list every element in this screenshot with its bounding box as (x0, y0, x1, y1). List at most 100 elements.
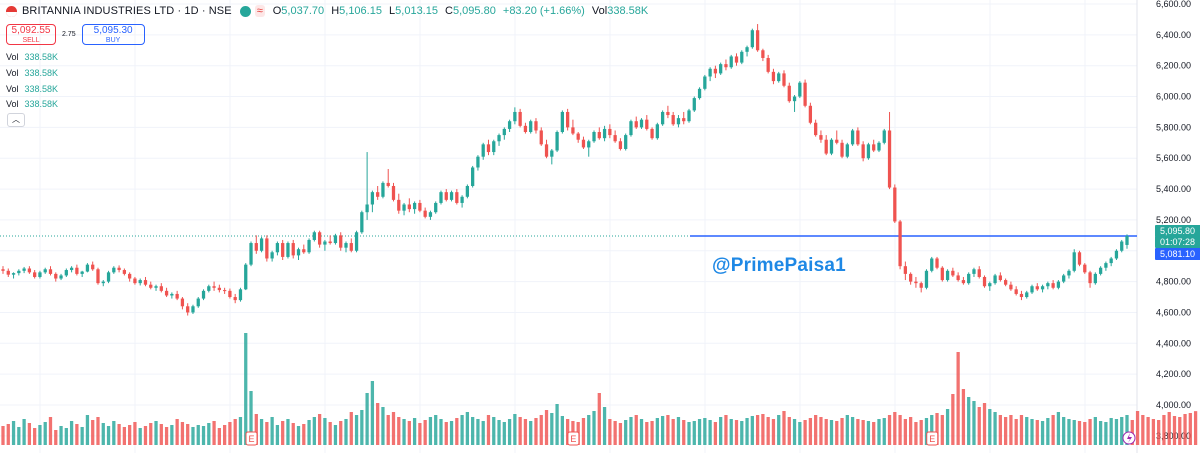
candle-body (745, 47, 749, 52)
volume-bar (560, 416, 564, 445)
candle-body (38, 272, 42, 277)
candle-body (1125, 235, 1129, 245)
candle-body (59, 275, 63, 279)
candle-body (666, 111, 670, 116)
earnings-marker-label: E (929, 434, 935, 444)
volume-bar (887, 415, 892, 445)
candle-body (703, 76, 707, 89)
candle-body (534, 121, 538, 131)
volume-legend-row[interactable]: Vol 338.58K (6, 99, 58, 109)
candle-body (893, 187, 897, 222)
candle-body (91, 264, 95, 270)
candle-body (687, 110, 691, 122)
volume-bar (787, 417, 791, 445)
volume-bar (1046, 418, 1050, 445)
vol-legend-label: Vol (6, 99, 19, 109)
volume-bar (296, 426, 301, 445)
volume-bar (112, 421, 116, 445)
volume-bar (634, 415, 638, 445)
candle-body (550, 150, 554, 157)
candle-body (471, 167, 475, 186)
volume-bar (207, 423, 211, 445)
candle-body (740, 51, 744, 63)
candle-body (80, 271, 84, 274)
volume-bar (1109, 418, 1113, 445)
volume-bar (328, 422, 332, 445)
volume-bar (998, 415, 1002, 445)
volume-bar (186, 424, 190, 445)
volume-bar (1141, 415, 1145, 445)
candle-body (238, 289, 243, 301)
volume-bar (877, 419, 881, 445)
sell-button[interactable]: 5,092.55 SELL (6, 24, 56, 45)
status-pill[interactable]: ≈ (239, 5, 265, 17)
volume-bar (48, 417, 53, 445)
volume-bar (529, 421, 533, 445)
candle-body (940, 267, 944, 281)
volume-legend-row[interactable]: Vol 338.58K (6, 68, 58, 78)
candle-body (1114, 250, 1119, 259)
candle-body (428, 212, 433, 217)
earnings-marker (567, 431, 580, 446)
volume-bar (476, 419, 480, 445)
candle-body (982, 276, 987, 287)
volume-bar (22, 419, 26, 445)
symbol-title[interactable]: BRITANNIA INDUSTRIES LTD · 1D · NSE (22, 5, 232, 17)
volume-bar (201, 426, 206, 445)
volume-bar (275, 425, 280, 445)
volume-bar (17, 427, 21, 445)
volume-bar (317, 414, 322, 445)
candle-body (128, 273, 132, 279)
candle-body (476, 156, 480, 168)
candle-body (423, 210, 427, 217)
candle-body (792, 96, 797, 102)
candle-body (1025, 292, 1029, 298)
candle-body (154, 286, 158, 288)
candle-body (1072, 252, 1076, 271)
volume-bar (80, 427, 84, 445)
volume-legend-row[interactable]: Vol 338.58K (6, 52, 58, 62)
volume-bar (1120, 417, 1124, 445)
candle-body (481, 144, 485, 157)
candle-body (1104, 263, 1108, 268)
volume-bar (354, 415, 359, 445)
volume-bar (497, 420, 501, 445)
collapse-legend-button[interactable]: ︿ (7, 113, 25, 127)
candle-body (1093, 273, 1097, 284)
buy-button[interactable]: 5,095.30 BUY (81, 24, 145, 45)
volume-bar (951, 394, 955, 445)
volume-bar (650, 421, 654, 445)
volume-bar (402, 419, 406, 445)
volume-bar (676, 417, 681, 445)
volume-bar (323, 418, 327, 445)
volume-bar (660, 416, 665, 445)
volume-bar (608, 419, 612, 445)
candle-body (803, 82, 807, 106)
volume-bar (1167, 412, 1171, 445)
candle-body (682, 118, 686, 122)
volume-bar (587, 415, 591, 445)
candle-body (945, 270, 950, 281)
close-price-label: 5,095.80 (1160, 226, 1195, 236)
volume-bar (1157, 420, 1161, 445)
candle-body (64, 270, 68, 276)
candle-body (755, 30, 760, 51)
candle-body (444, 192, 448, 200)
volume-bar (1172, 416, 1177, 445)
volume-bar (745, 418, 749, 445)
candle-body (201, 290, 206, 299)
candle-body (11, 273, 16, 275)
volume-bar (149, 423, 153, 445)
low-label: L (389, 5, 396, 17)
volume-legend-row[interactable]: Vol 338.58K (6, 84, 58, 94)
volume-bar (75, 424, 79, 445)
candle-body (365, 204, 369, 213)
candle-body (787, 85, 791, 102)
volume-bar (228, 422, 232, 445)
candle-body (850, 130, 855, 145)
candle-body (581, 139, 586, 148)
candle-body (96, 269, 100, 284)
candle-body (212, 286, 216, 288)
earnings-marker (926, 431, 939, 446)
